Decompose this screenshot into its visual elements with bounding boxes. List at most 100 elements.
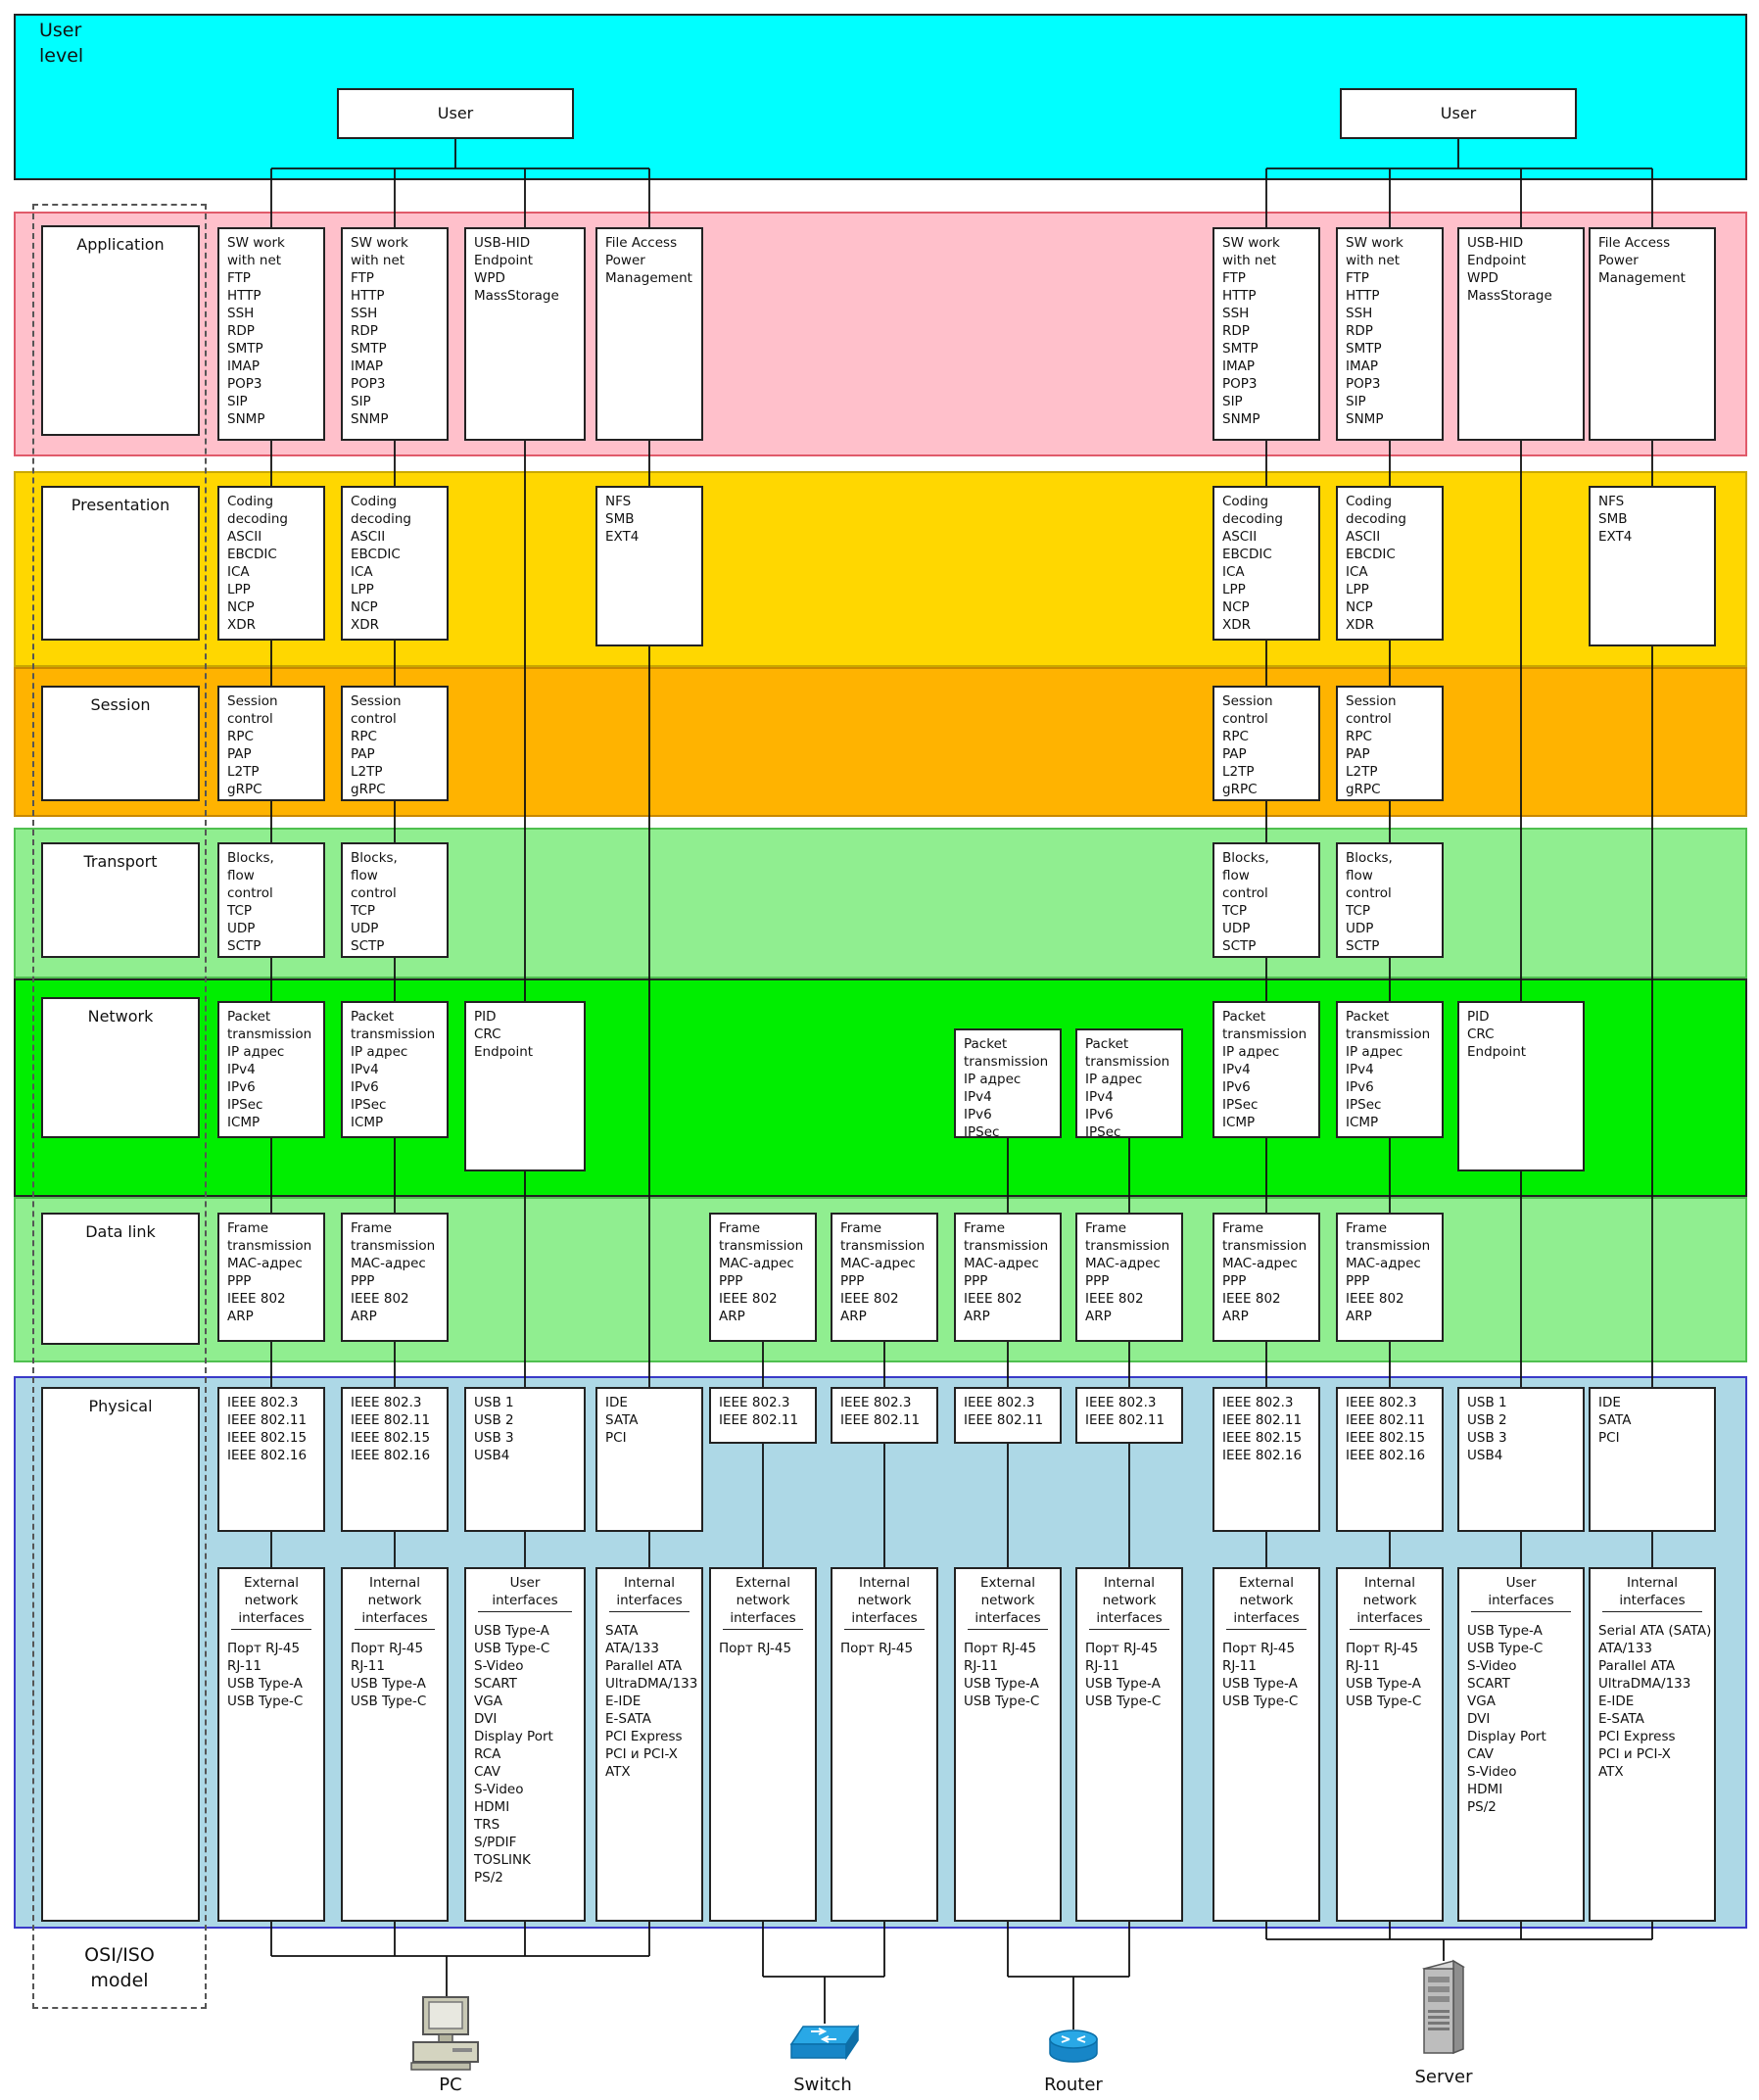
net-packet-box-c1-text: Packet transmission IP адрес IPv4 IPv6 I… <box>227 1009 312 1130</box>
pres-coding-box-c1-text: Coding decoding ASCII EBCDIC ICA LPP NCP… <box>227 494 289 633</box>
phy-ieee-box-c2-text: IEEE 802.3 IEEE 802.11 IEEE 802.15 IEEE … <box>351 1395 431 1463</box>
dl-frame-box-r2-text: Frame transmission MAC-адрес PPP IEEE 80… <box>1085 1220 1170 1324</box>
layer-session-text: Session <box>90 695 151 714</box>
phy-ieee-box-s1-text: IEEE 802.3 IEEE 802.11 IEEE 802.15 IEEE … <box>1222 1395 1303 1463</box>
session-box-s2-text: Session control RPC PAP L2TP gRPC <box>1346 693 1397 797</box>
app-usb-box-s3-text: USB-HID Endpoint WPD MassStorage <box>1467 235 1552 304</box>
net-packet-box-s1: Packet transmission IP адрес IPv4 IPv6 I… <box>1212 1001 1320 1138</box>
osi-model-frame <box>32 204 207 2009</box>
dl-frame-box-s1: Frame transmission MAC-адрес PPP IEEE 80… <box>1212 1213 1320 1342</box>
if-int-box-r2-header: Internal network interfaces <box>1089 1574 1169 1630</box>
if-int-box-sw2-text: Порт RJ-45 <box>840 1641 914 1656</box>
phy-ieee-box-c1-text: IEEE 802.3 IEEE 802.11 IEEE 802.15 IEEE … <box>227 1395 308 1463</box>
dl-frame-box-sw1: Frame transmission MAC-адрес PPP IEEE 80… <box>709 1213 817 1342</box>
layer-datalink: Data link <box>41 1213 200 1345</box>
app-usb-box-s3: USB-HID Endpoint WPD MassStorage <box>1457 227 1585 441</box>
dl-frame-box-c1: Frame transmission MAC-адрес PPP IEEE 80… <box>217 1213 325 1342</box>
net-pid-box-c3: PID CRC Endpoint <box>464 1001 586 1171</box>
phy-usb-box-c3: USB 1 USB 2 USB 3 USB4 <box>464 1387 586 1532</box>
phy-ieee-box-c2: IEEE 802.3 IEEE 802.11 IEEE 802.15 IEEE … <box>341 1387 449 1532</box>
layer-datalink-text: Data link <box>85 1222 156 1241</box>
if-user-box-c3-text: USB Type-A USB Type-C S-Video SCART VGA … <box>474 1623 553 1885</box>
pres-coding-box-c2-text: Coding decoding ASCII EBCDIC ICA LPP NCP… <box>351 494 412 633</box>
session-box-c1-text: Session control RPC PAP L2TP gRPC <box>227 693 278 797</box>
app-file-box-c4: File Access Power Management <box>595 227 703 441</box>
device-label-switch: Switch <box>793 2075 852 2095</box>
dl-frame-box-sw2-text: Frame transmission MAC-адрес PPP IEEE 80… <box>840 1220 926 1324</box>
if-user-box-c3: User interfaces USB Type-A USB Type-C S-V… <box>464 1567 586 1922</box>
if-internal-box-s4: Internal interfaces Serial ATA (SATA) ATA… <box>1589 1567 1716 1922</box>
if-internal-box-c4: Internal interfaces SATA ATA/133 Parallel… <box>595 1567 703 1922</box>
layer-presentation: Presentation <box>41 486 200 641</box>
transport-box-c1: Blocks, flow control TCP UDP SCTP <box>217 842 325 958</box>
if-user-box-s3: User interfaces USB Type-A USB Type-C S-V… <box>1457 1567 1585 1922</box>
dl-frame-box-sw2: Frame transmission MAC-адрес PPP IEEE 80… <box>831 1213 938 1342</box>
pres-coding-box-s2-text: Coding decoding ASCII EBCDIC ICA LPP NCP… <box>1346 494 1407 633</box>
dl-frame-box-r2: Frame transmission MAC-адрес PPP IEEE 80… <box>1075 1213 1183 1342</box>
session-box-c1: Session control RPC PAP L2TP gRPC <box>217 686 325 801</box>
if-ext-box-r1-text: Порт RJ-45 RJ-11 USB Type-A USB Type-C <box>964 1641 1040 1709</box>
pres-nfs-box-s4: NFS SMB EXT4 <box>1589 486 1716 646</box>
app-sw-box-s1: SW work with net FTP HTTP SSH RDP SMTP I… <box>1212 227 1320 441</box>
phy-ide-box-s4-text: IDE SATA PCI <box>1598 1395 1632 1446</box>
app-sw-box-c1: SW work with net FTP HTTP SSH RDP SMTP I… <box>217 227 325 441</box>
pres-nfs-box-c4-text: NFS SMB EXT4 <box>605 494 640 545</box>
phy-ieee-box-r1: IEEE 802.3 IEEE 802.11 <box>954 1387 1062 1444</box>
layer-application-text: Application <box>76 235 165 254</box>
if-ext-box-r1-header: External network interfaces <box>968 1574 1048 1630</box>
transport-box-s1: Blocks, flow control TCP UDP SCTP <box>1212 842 1320 958</box>
user-box-right-text: User <box>1440 104 1477 122</box>
device-label-router: Router <box>1044 2075 1103 2095</box>
app-usb-box-c3-text: USB-HID Endpoint WPD MassStorage <box>474 235 559 304</box>
net-packet-box-r1-text: Packet transmission IP адрес IPv4 IPv6 I… <box>964 1036 1049 1138</box>
dl-frame-box-sw1-text: Frame transmission MAC-адрес PPP IEEE 80… <box>719 1220 804 1324</box>
if-ext-box-r1: External network interfaces Порт RJ-45 RJ… <box>954 1567 1062 1922</box>
layer-physical-text: Physical <box>88 1397 153 1415</box>
if-ext-box-sw1-text: Порт RJ-45 <box>719 1641 792 1656</box>
app-usb-box-c3: USB-HID Endpoint WPD MassStorage <box>464 227 586 441</box>
user-box-right: User <box>1340 88 1577 139</box>
if-user-box-s3-text: USB Type-A USB Type-C S-Video SCART VGA … <box>1467 1623 1546 1815</box>
session-box-s1-text: Session control RPC PAP L2TP gRPC <box>1222 693 1273 797</box>
dl-frame-box-r1: Frame transmission MAC-адрес PPP IEEE 80… <box>954 1213 1062 1342</box>
net-packet-box-s2: Packet transmission IP адрес IPv4 IPv6 I… <box>1336 1001 1444 1138</box>
transport-box-s2-text: Blocks, flow control TCP UDP SCTP <box>1346 850 1393 954</box>
if-ext-box-s1-header: External network interfaces <box>1226 1574 1307 1630</box>
user-level-label: User level <box>39 20 84 67</box>
net-pid-box-s3: PID CRC Endpoint <box>1457 1001 1585 1171</box>
phy-ieee-box-s2: IEEE 802.3 IEEE 802.11 IEEE 802.15 IEEE … <box>1336 1387 1444 1532</box>
router-icon <box>1049 2029 1098 2063</box>
app-file-box-s4-text: File Access Power Management <box>1598 235 1686 286</box>
phy-ieee-box-c1: IEEE 802.3 IEEE 802.11 IEEE 802.15 IEEE … <box>217 1387 325 1532</box>
if-internal-box-s4-text: Serial ATA (SATA) ATA/133 Parallel ATA U… <box>1598 1623 1712 1780</box>
dl-frame-box-s2: Frame transmission MAC-адрес PPP IEEE 80… <box>1336 1213 1444 1342</box>
dl-frame-box-r1-text: Frame transmission MAC-адрес PPP IEEE 80… <box>964 1220 1049 1324</box>
app-sw-box-c1-text: SW work with net FTP HTTP SSH RDP SMTP I… <box>227 235 285 427</box>
transport-box-c1-text: Blocks, flow control TCP UDP SCTP <box>227 850 274 954</box>
net-pid-box-c3-text: PID CRC Endpoint <box>474 1009 534 1060</box>
user-box-left: User <box>337 88 574 139</box>
app-sw-box-c2-text: SW work with net FTP HTTP SSH RDP SMTP I… <box>351 235 408 427</box>
app-sw-box-c2: SW work with net FTP HTTP SSH RDP SMTP I… <box>341 227 449 441</box>
layer-transport-text: Transport <box>83 852 158 871</box>
pres-coding-box-s1: Coding decoding ASCII EBCDIC ICA LPP NCP… <box>1212 486 1320 641</box>
dl-frame-box-c2-text: Frame transmission MAC-адрес PPP IEEE 80… <box>351 1220 436 1324</box>
app-sw-box-s2-text: SW work with net FTP HTTP SSH RDP SMTP I… <box>1346 235 1403 427</box>
if-int-box-sw2: Internal network interfaces Порт RJ-45 <box>831 1567 938 1922</box>
phy-ieee-box-r2: IEEE 802.3 IEEE 802.11 <box>1075 1387 1183 1444</box>
layer-network: Network <box>41 997 200 1138</box>
if-ext-box-sw1: External network interfaces Порт RJ-45 <box>709 1567 817 1922</box>
phy-ieee-box-r2-text: IEEE 802.3 IEEE 802.11 <box>1085 1395 1165 1428</box>
dl-frame-box-c2: Frame transmission MAC-адрес PPP IEEE 80… <box>341 1213 449 1342</box>
server-icon <box>1422 1959 1465 2055</box>
app-sw-box-s2: SW work with net FTP HTTP SSH RDP SMTP I… <box>1336 227 1444 441</box>
phy-ieee-box-sw2-text: IEEE 802.3 IEEE 802.11 <box>840 1395 921 1428</box>
pc-icon <box>410 1996 479 2071</box>
transport-box-s2: Blocks, flow control TCP UDP SCTP <box>1336 842 1444 958</box>
phy-ide-box-s4: IDE SATA PCI <box>1589 1387 1716 1532</box>
if-int-box-s2-text: Порт RJ-45 RJ-11 USB Type-A USB Type-C <box>1346 1641 1422 1709</box>
net-packet-box-r1: Packet transmission IP адрес IPv4 IPv6 I… <box>954 1028 1062 1138</box>
transport-box-c2-text: Blocks, flow control TCP UDP SCTP <box>351 850 398 954</box>
if-int-box-s2-header: Internal network interfaces <box>1350 1574 1430 1630</box>
